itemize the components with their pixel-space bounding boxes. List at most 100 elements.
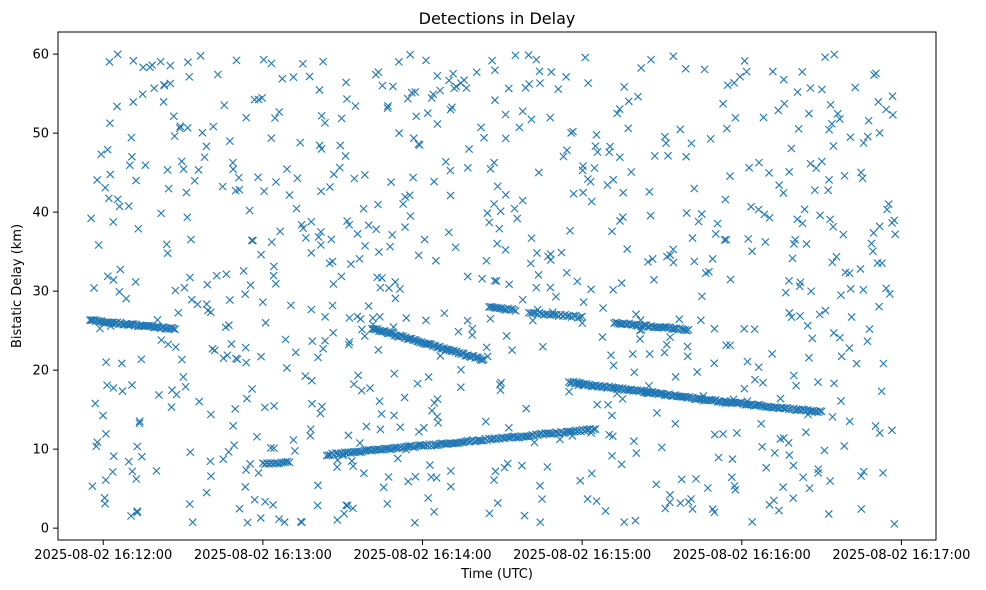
detection-point [808,334,817,343]
detection-point [275,108,284,116]
x-tick-label: 2025-08-02 16:17:00 [832,548,970,563]
track-detection-point [608,383,617,392]
detection-point [803,321,812,330]
detection-point [349,380,358,389]
detection-point [132,474,141,483]
detection-point [465,145,474,154]
detection-point [463,163,472,172]
detection-point [879,468,888,477]
detection-point [361,241,370,250]
detection-point [603,180,612,189]
detection-point [821,53,830,62]
detection-point [615,105,624,114]
detection-point [390,411,399,420]
detection-point [202,142,211,151]
detection-point [591,142,600,151]
detection-point [411,472,420,481]
detection-point [395,129,404,138]
detection-point [254,95,263,104]
detection-point [688,504,697,513]
detection-point [728,455,737,464]
detection-point [623,245,632,254]
detection-point [792,381,801,390]
detection-point [138,90,147,99]
detection-point [317,402,326,411]
detection-point [696,316,705,325]
detection-point [306,425,315,434]
detection-point [660,132,669,141]
detection-point [336,141,345,150]
detection-point [135,417,144,426]
detection-point [395,285,404,293]
detection-point [460,76,469,85]
detection-point [315,85,324,94]
detection-point [444,228,453,237]
detection-point [348,504,357,513]
detection-point [536,518,545,527]
detection-point [299,224,308,233]
detection-point [388,230,397,239]
detection-point [836,291,845,300]
detection-point [624,124,633,133]
detection-point [592,130,601,139]
detection-point [127,511,136,520]
detection-point [608,432,617,441]
detection-point [190,176,199,185]
detection-point [374,345,383,354]
detection-point [745,163,754,172]
detection-point [546,283,555,292]
detection-point [113,195,122,204]
detection-point [296,517,305,526]
detection-point [565,387,574,396]
detection-point [168,386,177,395]
detection-point [740,384,749,393]
detection-point [167,403,176,412]
detection-point [307,248,316,257]
detection-point [388,82,397,91]
detection-point [748,517,757,526]
detection-point [257,352,266,361]
detection-point [357,325,366,334]
detection-point [826,215,835,224]
detection-point [329,280,338,289]
detection-point [450,84,459,93]
detection-point [345,337,354,346]
detection-point [194,165,203,174]
detection-point [422,56,431,65]
detection-point [343,501,352,510]
detection-point [139,63,148,72]
detection-point [456,365,465,374]
detection-point [267,134,276,143]
detection-point [632,310,641,319]
detection-point [593,148,602,157]
detection-point [535,67,544,76]
x-tick-label: 2025-08-02 16:14:00 [353,548,491,563]
detection-point [649,275,658,284]
detection-point [517,461,526,470]
detection-point [676,499,685,508]
track-detection-point [476,436,485,445]
detection-point [113,50,122,59]
detection-point [246,459,255,468]
detection-point [736,72,745,81]
detection-point [242,358,251,367]
detection-point [865,325,874,334]
detection-point [127,152,136,161]
detection-point [748,247,757,256]
detection-point [835,114,844,123]
detection-point [269,500,278,509]
detection-point [345,220,354,229]
detection-point [179,373,188,382]
detection-point [241,343,250,352]
detection-point [104,194,113,203]
detection-point [675,315,684,324]
detection-point [108,467,117,476]
detection-point [562,268,571,277]
detection-point [586,285,595,294]
detection-point [687,139,696,148]
detection-point [141,161,150,170]
detection-point [399,199,408,208]
detection-point [650,151,659,160]
detection-point [145,63,154,72]
detection-point [137,355,146,364]
